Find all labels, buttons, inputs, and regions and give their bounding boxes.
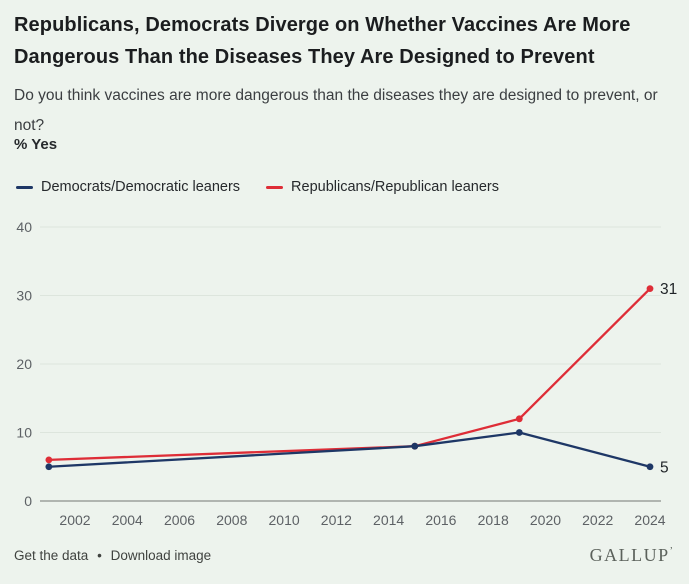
- x-tick-label: 2014: [373, 512, 404, 528]
- republican-line-swatch-icon: [266, 185, 284, 189]
- democrat-line-swatch-icon: [16, 185, 33, 189]
- y-tick-label: 20: [16, 356, 32, 372]
- x-tick-label: 2018: [478, 512, 509, 528]
- gallup-logo-text: GALLUP: [589, 545, 670, 565]
- gallup-trademark: ’: [669, 546, 673, 557]
- x-tick-label: 2004: [112, 512, 143, 528]
- x-tick-label: 2010: [269, 512, 300, 528]
- data-point: [45, 463, 53, 471]
- data-point: [45, 456, 53, 464]
- x-tick-label: 2006: [164, 512, 195, 528]
- get-the-data-link[interactable]: Get the data: [14, 548, 89, 563]
- data-point: [411, 442, 419, 450]
- data-point: [646, 285, 654, 293]
- x-tick-label: 2022: [582, 512, 613, 528]
- trend-chart: 0 10 20 30 40 2002 2004 2006 2008 2010 2012 2014 201…: [16, 219, 677, 528]
- x-tick-label: 2008: [216, 512, 247, 528]
- x-tick-label: 2002: [59, 512, 90, 528]
- chart-title: Republicans, Democrats Diverge on Whethe…: [14, 14, 631, 68]
- end-value-label: 31: [660, 281, 677, 298]
- download-image-link[interactable]: Download image: [110, 548, 212, 563]
- footer: Get the data • Download image GALLUP’: [14, 545, 673, 566]
- x-tick-label: 2016: [425, 512, 456, 528]
- x-tick-label: 2020: [530, 512, 561, 528]
- unit-label: % Yes: [14, 136, 58, 153]
- series-line: [47, 287, 652, 462]
- legend-label-republicans: Republicans/Republican leaners: [291, 179, 500, 195]
- y-tick-label: 10: [16, 425, 32, 441]
- end-value-label: 5: [660, 459, 669, 476]
- legend-item-republicans: Republicans/Republican leaners: [266, 179, 499, 195]
- legend: Democrats/Democratic leaners Republicans…: [16, 179, 499, 195]
- x-tick-label: 2024: [634, 512, 665, 528]
- y-tick-label: 0: [24, 493, 32, 509]
- legend-label-democrats: Democrats/Democratic leaners: [41, 179, 241, 195]
- gallup-logo: GALLUP’: [590, 545, 673, 566]
- series-line: [47, 431, 652, 468]
- data-point: [515, 429, 523, 436]
- footer-links: Get the data • Download image: [14, 548, 211, 563]
- legend-item-democrats: Democrats/Democratic leaners: [16, 179, 240, 195]
- footer-separator: •: [97, 548, 102, 563]
- chart-subtitle: Do you think vaccines are more dangerous…: [14, 87, 658, 134]
- data-point: [646, 463, 654, 471]
- x-tick-label: 2012: [321, 512, 352, 528]
- data-point: [515, 415, 523, 423]
- y-tick-label: 40: [16, 219, 32, 235]
- y-tick-label: 30: [16, 288, 32, 304]
